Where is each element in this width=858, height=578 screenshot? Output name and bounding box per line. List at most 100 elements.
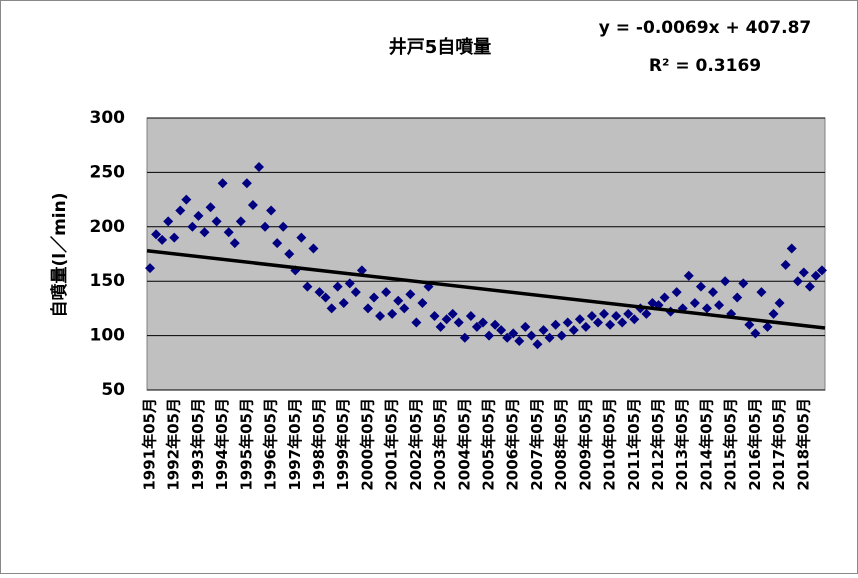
data-point <box>375 311 386 322</box>
data-point <box>465 311 476 322</box>
data-point <box>701 303 712 314</box>
data-point <box>804 281 815 292</box>
data-point <box>284 249 295 259</box>
data-point <box>738 278 749 289</box>
data-point <box>490 319 501 330</box>
x-tick-label: 2014年05月 <box>697 398 715 491</box>
data-point <box>508 328 519 339</box>
x-tick-label: 2008年05月 <box>552 398 570 491</box>
x-tick-label: 2007年05月 <box>528 398 546 491</box>
data-point <box>387 308 398 319</box>
data-point <box>247 200 258 211</box>
data-point <box>780 259 791 270</box>
x-tick-label: 2001年05月 <box>383 398 401 491</box>
data-point <box>381 287 392 298</box>
data-point <box>253 161 264 172</box>
data-point <box>405 289 416 300</box>
x-tick-label: 1993年05月 <box>189 398 207 491</box>
x-tick-label: 2012年05月 <box>649 398 667 491</box>
y-tick-label: 150 <box>90 271 126 291</box>
data-point <box>816 265 827 276</box>
data-point <box>411 317 422 328</box>
data-point <box>708 287 719 298</box>
data-point <box>623 308 634 319</box>
data-point <box>496 325 507 336</box>
data-point <box>447 308 458 319</box>
data-point <box>629 314 640 325</box>
data-point <box>471 321 482 332</box>
data-point <box>526 330 537 341</box>
data-point <box>302 281 313 292</box>
data-point <box>145 263 156 274</box>
data-point <box>550 319 561 330</box>
x-tick-label: 2015年05月 <box>722 398 740 491</box>
data-point <box>810 270 821 281</box>
data-point <box>792 276 803 287</box>
x-tick-label: 2017年05月 <box>770 398 788 491</box>
data-point <box>720 276 731 287</box>
x-tick-label: 2003年05月 <box>431 398 449 491</box>
data-point <box>417 297 428 308</box>
data-point <box>599 308 610 319</box>
data-point <box>169 232 180 243</box>
data-point <box>683 270 694 281</box>
data-point <box>441 314 452 325</box>
data-point <box>296 232 307 243</box>
data-point <box>235 216 246 227</box>
data-point <box>429 311 440 322</box>
data-point <box>562 317 573 328</box>
data-point <box>586 311 597 322</box>
data-point <box>786 243 797 254</box>
data-point <box>538 325 549 336</box>
data-point <box>326 303 337 314</box>
x-tick-label: 1992年05月 <box>165 398 183 491</box>
data-point <box>272 238 283 249</box>
data-point <box>266 205 277 216</box>
data-point <box>223 227 234 238</box>
data-point <box>308 243 319 254</box>
x-tick-label: 2009年05月 <box>576 398 594 491</box>
data-point <box>477 317 488 328</box>
y-tick-label: 250 <box>90 162 126 182</box>
x-tick-label: 2002年05月 <box>407 398 425 491</box>
data-point <box>671 287 682 298</box>
x-tick-label: 1991年05月 <box>141 398 159 491</box>
data-point <box>435 321 446 332</box>
x-tick-label: 2005年05月 <box>480 398 498 491</box>
data-point <box>338 297 349 308</box>
data-point <box>193 210 204 221</box>
x-tick-label: 2011年05月 <box>625 398 643 491</box>
data-point <box>151 229 162 240</box>
x-tick-label: 1997年05月 <box>286 398 304 491</box>
data-point <box>532 339 543 350</box>
equation: y = -0.0069x + 407.87 <box>599 18 811 38</box>
x-tick-label: 1995年05月 <box>237 398 255 491</box>
data-point <box>399 303 410 314</box>
x-tick-label: 2006年05月 <box>504 398 522 491</box>
data-point <box>362 303 373 314</box>
data-point <box>617 317 628 328</box>
data-point <box>689 297 700 308</box>
data-point <box>320 292 331 303</box>
data-point <box>344 278 355 289</box>
data-point <box>157 234 168 245</box>
data-point <box>695 281 706 292</box>
data-point <box>369 292 380 303</box>
data-point <box>187 221 198 232</box>
x-tick-label: 2016年05月 <box>746 398 764 491</box>
x-tick-label: 1999年05月 <box>334 398 352 491</box>
data-point <box>453 317 464 328</box>
data-point <box>350 287 361 298</box>
data-point <box>768 308 779 319</box>
y-axis-label: 自噴量(l／min) <box>49 192 70 317</box>
x-tick-label: 2018年05月 <box>794 398 812 491</box>
data-point <box>592 317 603 328</box>
data-point <box>574 314 585 325</box>
data-point <box>714 300 725 311</box>
x-tick-label: 2000年05月 <box>358 398 376 491</box>
data-point <box>175 205 186 216</box>
data-point <box>163 216 174 227</box>
data-point <box>332 281 343 292</box>
